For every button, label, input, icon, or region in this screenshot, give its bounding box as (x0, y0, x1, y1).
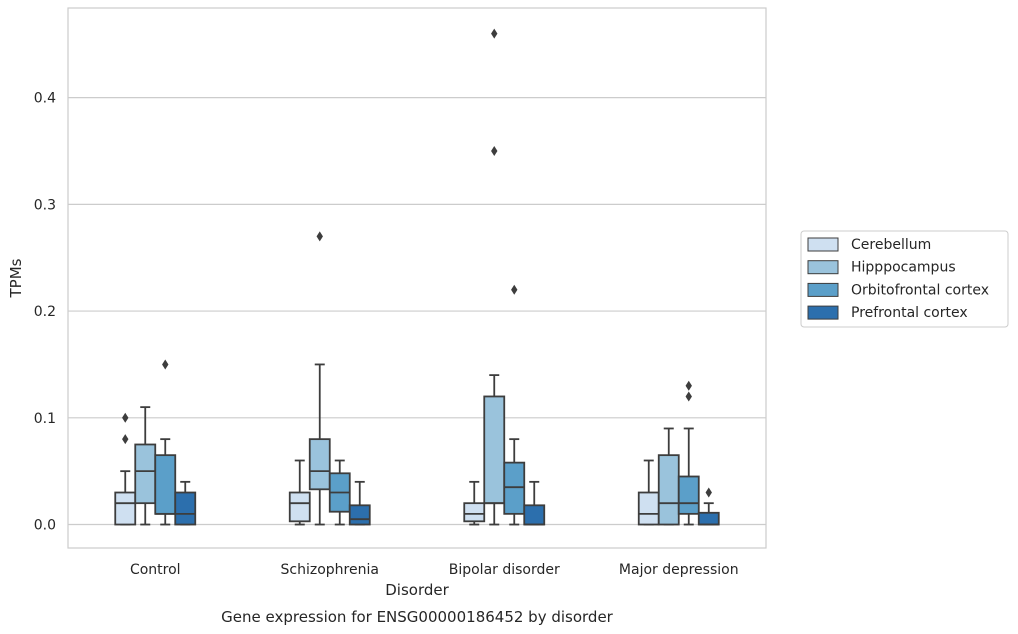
box-series (114, 28, 720, 526)
y-tick-label: 0.4 (34, 91, 56, 107)
y-tick-labels: 0.0 0.1 0.2 0.3 0.4 (34, 91, 56, 534)
y-axis-label: TPMs (7, 258, 25, 298)
outlier-point (316, 231, 323, 242)
box (483, 395, 506, 505)
legend-swatch (807, 282, 839, 297)
y-tick-label: 0.0 (34, 518, 56, 534)
legend-swatch (807, 260, 839, 275)
box (657, 454, 680, 526)
y-tick-label: 0.1 (34, 411, 56, 427)
box (134, 443, 157, 505)
box (114, 491, 137, 526)
series-group (174, 480, 720, 526)
outlier-point (122, 412, 129, 423)
outlier-point (491, 146, 498, 157)
box (154, 454, 177, 515)
box (288, 491, 311, 523)
box (677, 475, 700, 515)
legend: Cerebellum Hipppocampus Orbitofrontal cort… (800, 230, 1009, 328)
outlier-point (162, 359, 169, 370)
x-tick-labels: Control Schizophrenia Bipolar disorder Majo… (130, 562, 739, 578)
box (503, 461, 526, 515)
series-group (154, 284, 700, 526)
outlier-point (705, 487, 712, 498)
x-tick-label: Schizophrenia (281, 562, 379, 578)
outlier-point (122, 434, 129, 445)
legend-label: Hipppocampus (851, 260, 956, 276)
outlier-point (511, 284, 518, 295)
y-tick-label: 0.2 (34, 304, 56, 320)
series-group (114, 412, 660, 526)
box (308, 438, 331, 491)
box (523, 504, 546, 526)
y-tick-label: 0.3 (34, 197, 56, 213)
outlier-point (685, 391, 692, 402)
series-group (134, 28, 680, 526)
legend-label: Prefrontal cortex (851, 305, 968, 321)
outlier-point (491, 28, 498, 39)
x-axis-label: Disorder (385, 581, 449, 599)
legend-swatch (807, 305, 839, 320)
box (637, 491, 660, 526)
x-tick-label: Major depression (619, 562, 739, 578)
outlier-point (685, 380, 692, 391)
legend-label: Cerebellum (851, 237, 931, 253)
plot-frame (67, 7, 767, 549)
legend-swatch (807, 237, 839, 252)
legend-label: Orbitofrontal cortex (851, 282, 989, 298)
box (697, 511, 720, 526)
x-tick-label: Bipolar disorder (449, 562, 560, 578)
box (348, 504, 371, 526)
x-tick-label: Control (130, 562, 181, 578)
legend-frame (800, 230, 1009, 328)
box (463, 502, 486, 523)
chart-caption: Gene expression for ENSG00000186452 by d… (221, 608, 614, 626)
box (174, 491, 197, 526)
